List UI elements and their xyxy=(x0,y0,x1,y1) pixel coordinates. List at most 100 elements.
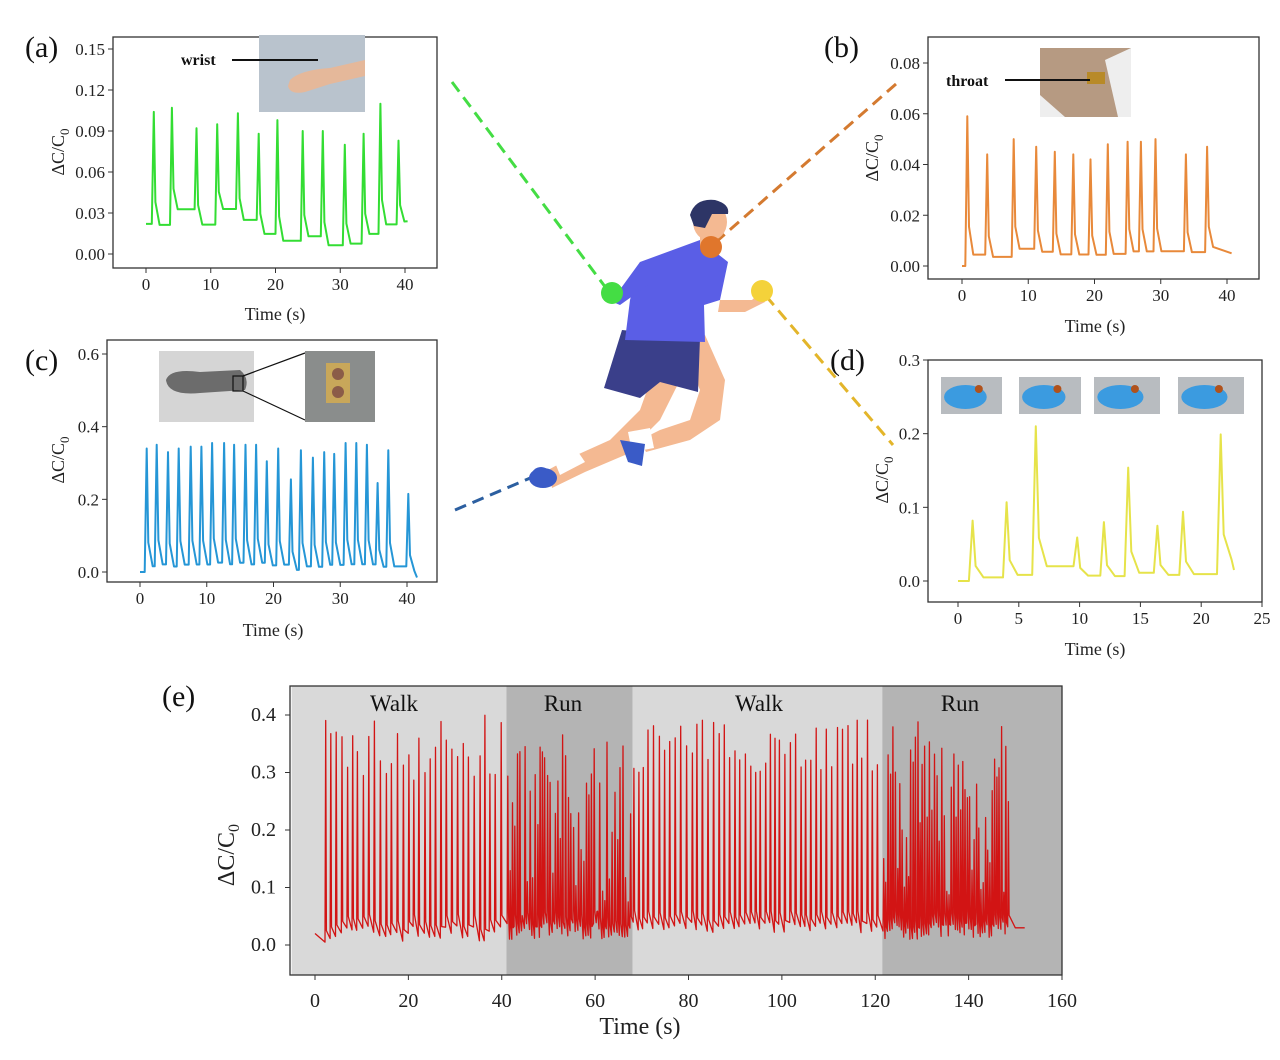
peak-point xyxy=(300,449,302,451)
band-walk-3 xyxy=(632,686,883,975)
x-tick-label: 40 xyxy=(1219,286,1236,305)
y-tick-label: 0.02 xyxy=(890,206,920,225)
x-tick-label: 30 xyxy=(1152,286,1169,305)
peak-point xyxy=(200,446,203,448)
y-tick-label: 0.06 xyxy=(890,105,920,124)
x-axis-title: Time (s) xyxy=(243,620,304,641)
y-tick-label: 0.06 xyxy=(75,163,105,182)
connector-foot xyxy=(454,474,536,512)
peak-point xyxy=(387,449,389,451)
y-axis-title-main: ΔC/C xyxy=(214,832,240,886)
x-tick-label: 15 xyxy=(1132,609,1149,628)
peak-point xyxy=(258,133,260,135)
x-tick-label: 30 xyxy=(332,275,349,294)
y-tick-label: 0.1 xyxy=(899,498,920,517)
peak-point xyxy=(312,456,314,459)
panel-label: (d) xyxy=(830,344,865,377)
y-axis-title: ΔC/C0 xyxy=(48,128,72,175)
x-axis-title: Time (s) xyxy=(1065,639,1126,660)
sensor-dot-finger xyxy=(751,280,773,302)
peak-point xyxy=(1156,525,1159,527)
series-line xyxy=(140,442,418,578)
peak-point xyxy=(153,111,155,113)
x-tick-label: 0 xyxy=(958,286,967,305)
peak-point xyxy=(1076,536,1078,539)
peak-point xyxy=(1127,141,1129,143)
y-tick-label: 0.08 xyxy=(890,54,920,73)
x-axis-title: Time (s) xyxy=(1065,316,1126,337)
inset-finger-photos xyxy=(941,377,1244,414)
peak-point xyxy=(1107,143,1109,145)
panel-label: (e) xyxy=(162,680,195,713)
x-tick-label: 10 xyxy=(1020,286,1037,305)
peak-point xyxy=(344,442,347,444)
x-tick-label: 160 xyxy=(1047,990,1077,1012)
peak-point xyxy=(379,103,381,105)
peak-point xyxy=(1072,153,1074,155)
panel-d-finger-chart: 0 5 10 15 20 250.00.10.20.3(d)Time (s)ΔC/C0 xyxy=(830,344,1271,660)
peak-point xyxy=(244,444,247,446)
peak-point xyxy=(1089,158,1092,161)
peak-point xyxy=(1054,151,1056,153)
x-tick-label: 0 xyxy=(142,275,151,294)
x-tick-label: 20 xyxy=(398,990,418,1012)
peak-point xyxy=(1103,521,1105,523)
x-tick-label: 10 xyxy=(1071,609,1088,628)
y-tick-label: 0.3 xyxy=(899,351,920,370)
x-axis-title: Time (s) xyxy=(245,304,306,325)
sensor-1 xyxy=(974,385,983,393)
peak-point xyxy=(1035,425,1037,427)
y-axis-title: ΔC/C0 xyxy=(872,456,896,503)
y-tick-label: 0.0 xyxy=(78,563,99,582)
x-tick-label: 10 xyxy=(202,275,219,294)
y-tick-label: 0.4 xyxy=(78,418,100,437)
peak-point xyxy=(223,442,225,444)
peak-point xyxy=(986,153,988,155)
x-tick-label: 40 xyxy=(399,589,416,608)
peak-point xyxy=(178,447,180,450)
y-axis-title-sub: 0 xyxy=(871,134,886,141)
x-tick-label: 80 xyxy=(679,990,699,1012)
panel-a-wrist-chart: 0 10 20 30 40 0.00 0.03 0.06 0.09 0.12 0.15 (a) Time… xyxy=(25,31,438,325)
y-tick-label: 0.09 xyxy=(75,122,105,141)
axes-frame xyxy=(927,36,1260,280)
inset-label-throat: throat xyxy=(946,73,989,90)
peak-point xyxy=(290,478,292,480)
peak-point xyxy=(216,123,218,125)
y-tick-label: 0.12 xyxy=(75,81,105,100)
sensor-2 xyxy=(1053,385,1062,393)
series-line xyxy=(146,102,408,247)
y-tick-label: 0.1 xyxy=(251,877,276,899)
y-tick-label: 0.04 xyxy=(890,156,920,175)
peak-point xyxy=(971,519,974,522)
sensor-dot-throat xyxy=(700,236,722,258)
x-tick-label: 20 xyxy=(265,589,282,608)
peak-point xyxy=(333,453,335,455)
peak-point xyxy=(266,460,268,462)
peak-point xyxy=(1035,146,1037,148)
y-axis-title: ΔC/C0 xyxy=(214,824,243,886)
panel-e-walk-run-chart: 0 20 40 60 80 100 120 140 160 0.0 0.1 0.2 0.3 0.4 (e) T… xyxy=(162,680,1077,1040)
y-tick-label: 0.6 xyxy=(78,345,99,364)
connector-wrist xyxy=(450,81,608,289)
peak-point xyxy=(1154,138,1157,140)
panel-label: (b) xyxy=(824,31,859,64)
sensor-4 xyxy=(1214,385,1223,393)
inset-insole-photo xyxy=(159,351,375,422)
x-tick-label: 5 xyxy=(1015,609,1024,628)
inset-throat-photo: throat xyxy=(946,48,1131,117)
y-axis-title: ΔC/C0 xyxy=(862,134,886,181)
panel-b-throat-chart: 0 10 20 30 40 0.00 0.02 0.04 0.06 0.08 (b) Time (s)… xyxy=(824,31,1260,337)
y-tick-label: 0.4 xyxy=(251,704,276,726)
inset-label-wrist: wrist xyxy=(181,52,216,69)
peak-point xyxy=(966,115,968,117)
x-tick-label: 0 xyxy=(954,609,963,628)
panel-label: (c) xyxy=(25,344,58,377)
x-tick-label: 10 xyxy=(198,589,215,608)
axes-frame xyxy=(106,339,438,583)
y-axis-title-sub: 0 xyxy=(57,128,72,135)
peak-point xyxy=(190,446,192,448)
peak-point xyxy=(171,107,173,109)
sensor-dot-wrist xyxy=(601,282,623,304)
y-tick-label: 0.2 xyxy=(251,819,276,841)
